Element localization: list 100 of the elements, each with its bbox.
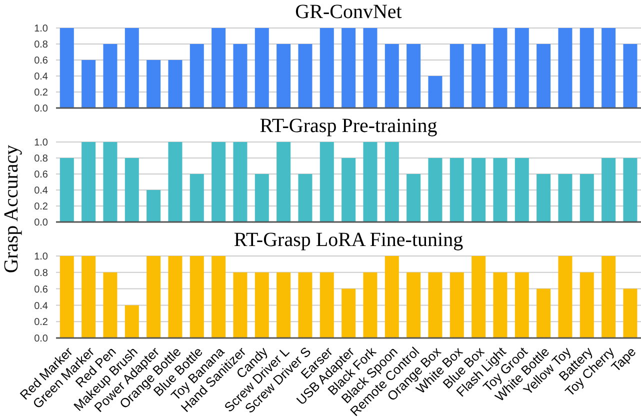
bar xyxy=(602,28,616,108)
bar xyxy=(580,28,594,108)
bar xyxy=(406,272,421,338)
bar xyxy=(472,158,486,222)
bar xyxy=(103,44,118,108)
bar xyxy=(276,44,291,108)
bar xyxy=(168,256,182,338)
bar xyxy=(514,158,529,222)
bar xyxy=(428,158,442,222)
bar xyxy=(514,28,529,108)
y-tick-label: 0.4 xyxy=(34,72,48,83)
y-tick-label: 0.4 xyxy=(34,300,48,312)
bar xyxy=(254,174,269,222)
y-tick-label: 0.8 xyxy=(34,154,48,165)
y-tick-label: 0.4 xyxy=(34,186,48,197)
bar xyxy=(536,288,551,338)
bar xyxy=(384,44,399,108)
bar xyxy=(146,190,161,222)
bar xyxy=(233,142,248,222)
bar xyxy=(190,174,204,222)
bar xyxy=(298,272,312,338)
y-tick-label: 0.0 xyxy=(34,104,48,115)
y-tick-label: 0.2 xyxy=(34,202,48,213)
bar xyxy=(363,28,378,108)
y-axis-title: Grasp Accuracy xyxy=(0,144,24,274)
bar xyxy=(276,142,291,222)
bar xyxy=(602,256,616,338)
bar xyxy=(363,142,378,222)
chart-title: RT-Grasp LoRA Fine-tuning xyxy=(232,228,464,252)
bar xyxy=(168,60,182,108)
bar xyxy=(124,305,139,338)
bar xyxy=(168,142,182,222)
y-tick-label: 0.6 xyxy=(34,56,48,67)
bar xyxy=(190,44,204,108)
bar xyxy=(320,142,334,222)
bar xyxy=(580,174,594,222)
bar xyxy=(472,44,486,108)
bar xyxy=(493,28,508,108)
bar xyxy=(536,44,551,108)
bar xyxy=(124,28,139,108)
bar xyxy=(146,60,161,108)
bar xyxy=(212,256,226,338)
bar xyxy=(233,44,248,108)
bar xyxy=(342,28,356,108)
bar xyxy=(558,28,572,108)
bar xyxy=(320,272,334,338)
bar xyxy=(298,174,312,222)
y-tick-label: 0.2 xyxy=(34,88,48,99)
y-tick-label: 1.0 xyxy=(34,252,48,263)
bar xyxy=(514,272,529,338)
bar xyxy=(450,44,464,108)
bar xyxy=(82,256,96,338)
y-tick-label: 0.8 xyxy=(34,40,48,51)
bar xyxy=(558,174,572,222)
bar xyxy=(146,256,161,338)
bar xyxy=(254,28,269,108)
bar xyxy=(276,272,291,338)
y-tick-label: 0.6 xyxy=(34,284,48,296)
bar xyxy=(580,272,594,338)
bar xyxy=(406,44,421,108)
bar xyxy=(406,174,421,222)
bar xyxy=(60,256,74,338)
bar xyxy=(384,142,399,222)
y-tick-label: 0.8 xyxy=(34,268,48,279)
bar xyxy=(428,76,442,108)
bar xyxy=(450,158,464,222)
bar xyxy=(384,256,399,338)
chart-title: RT-Grasp Pre-training xyxy=(258,114,438,138)
bar xyxy=(450,272,464,338)
y-tick-label: 0.6 xyxy=(34,170,48,181)
bar xyxy=(124,158,139,222)
y-tick-label: 0.2 xyxy=(34,317,48,328)
bar xyxy=(103,142,118,222)
bar xyxy=(82,142,96,222)
y-tick-label: 1.0 xyxy=(34,24,48,35)
bar xyxy=(212,28,226,108)
y-tick-label: 1.0 xyxy=(34,138,48,149)
bar xyxy=(623,44,638,108)
y-tick-label: 0.0 xyxy=(34,334,48,345)
chart-title: GR-ConvNet xyxy=(294,0,403,24)
bar xyxy=(428,272,442,338)
bar xyxy=(103,272,118,338)
bar xyxy=(472,256,486,338)
bar xyxy=(298,44,312,108)
bar xyxy=(212,142,226,222)
bar xyxy=(190,256,204,338)
bar xyxy=(602,158,616,222)
y-tick-label: 0.0 xyxy=(34,218,48,229)
bar xyxy=(233,272,248,338)
bar xyxy=(60,28,74,108)
bar xyxy=(558,256,572,338)
bar xyxy=(493,272,508,338)
bar xyxy=(320,28,334,108)
bar xyxy=(623,158,638,222)
bar xyxy=(254,272,269,338)
bar xyxy=(623,288,638,338)
bar xyxy=(342,288,356,338)
bar xyxy=(493,158,508,222)
bar xyxy=(342,158,356,222)
bar xyxy=(363,272,378,338)
